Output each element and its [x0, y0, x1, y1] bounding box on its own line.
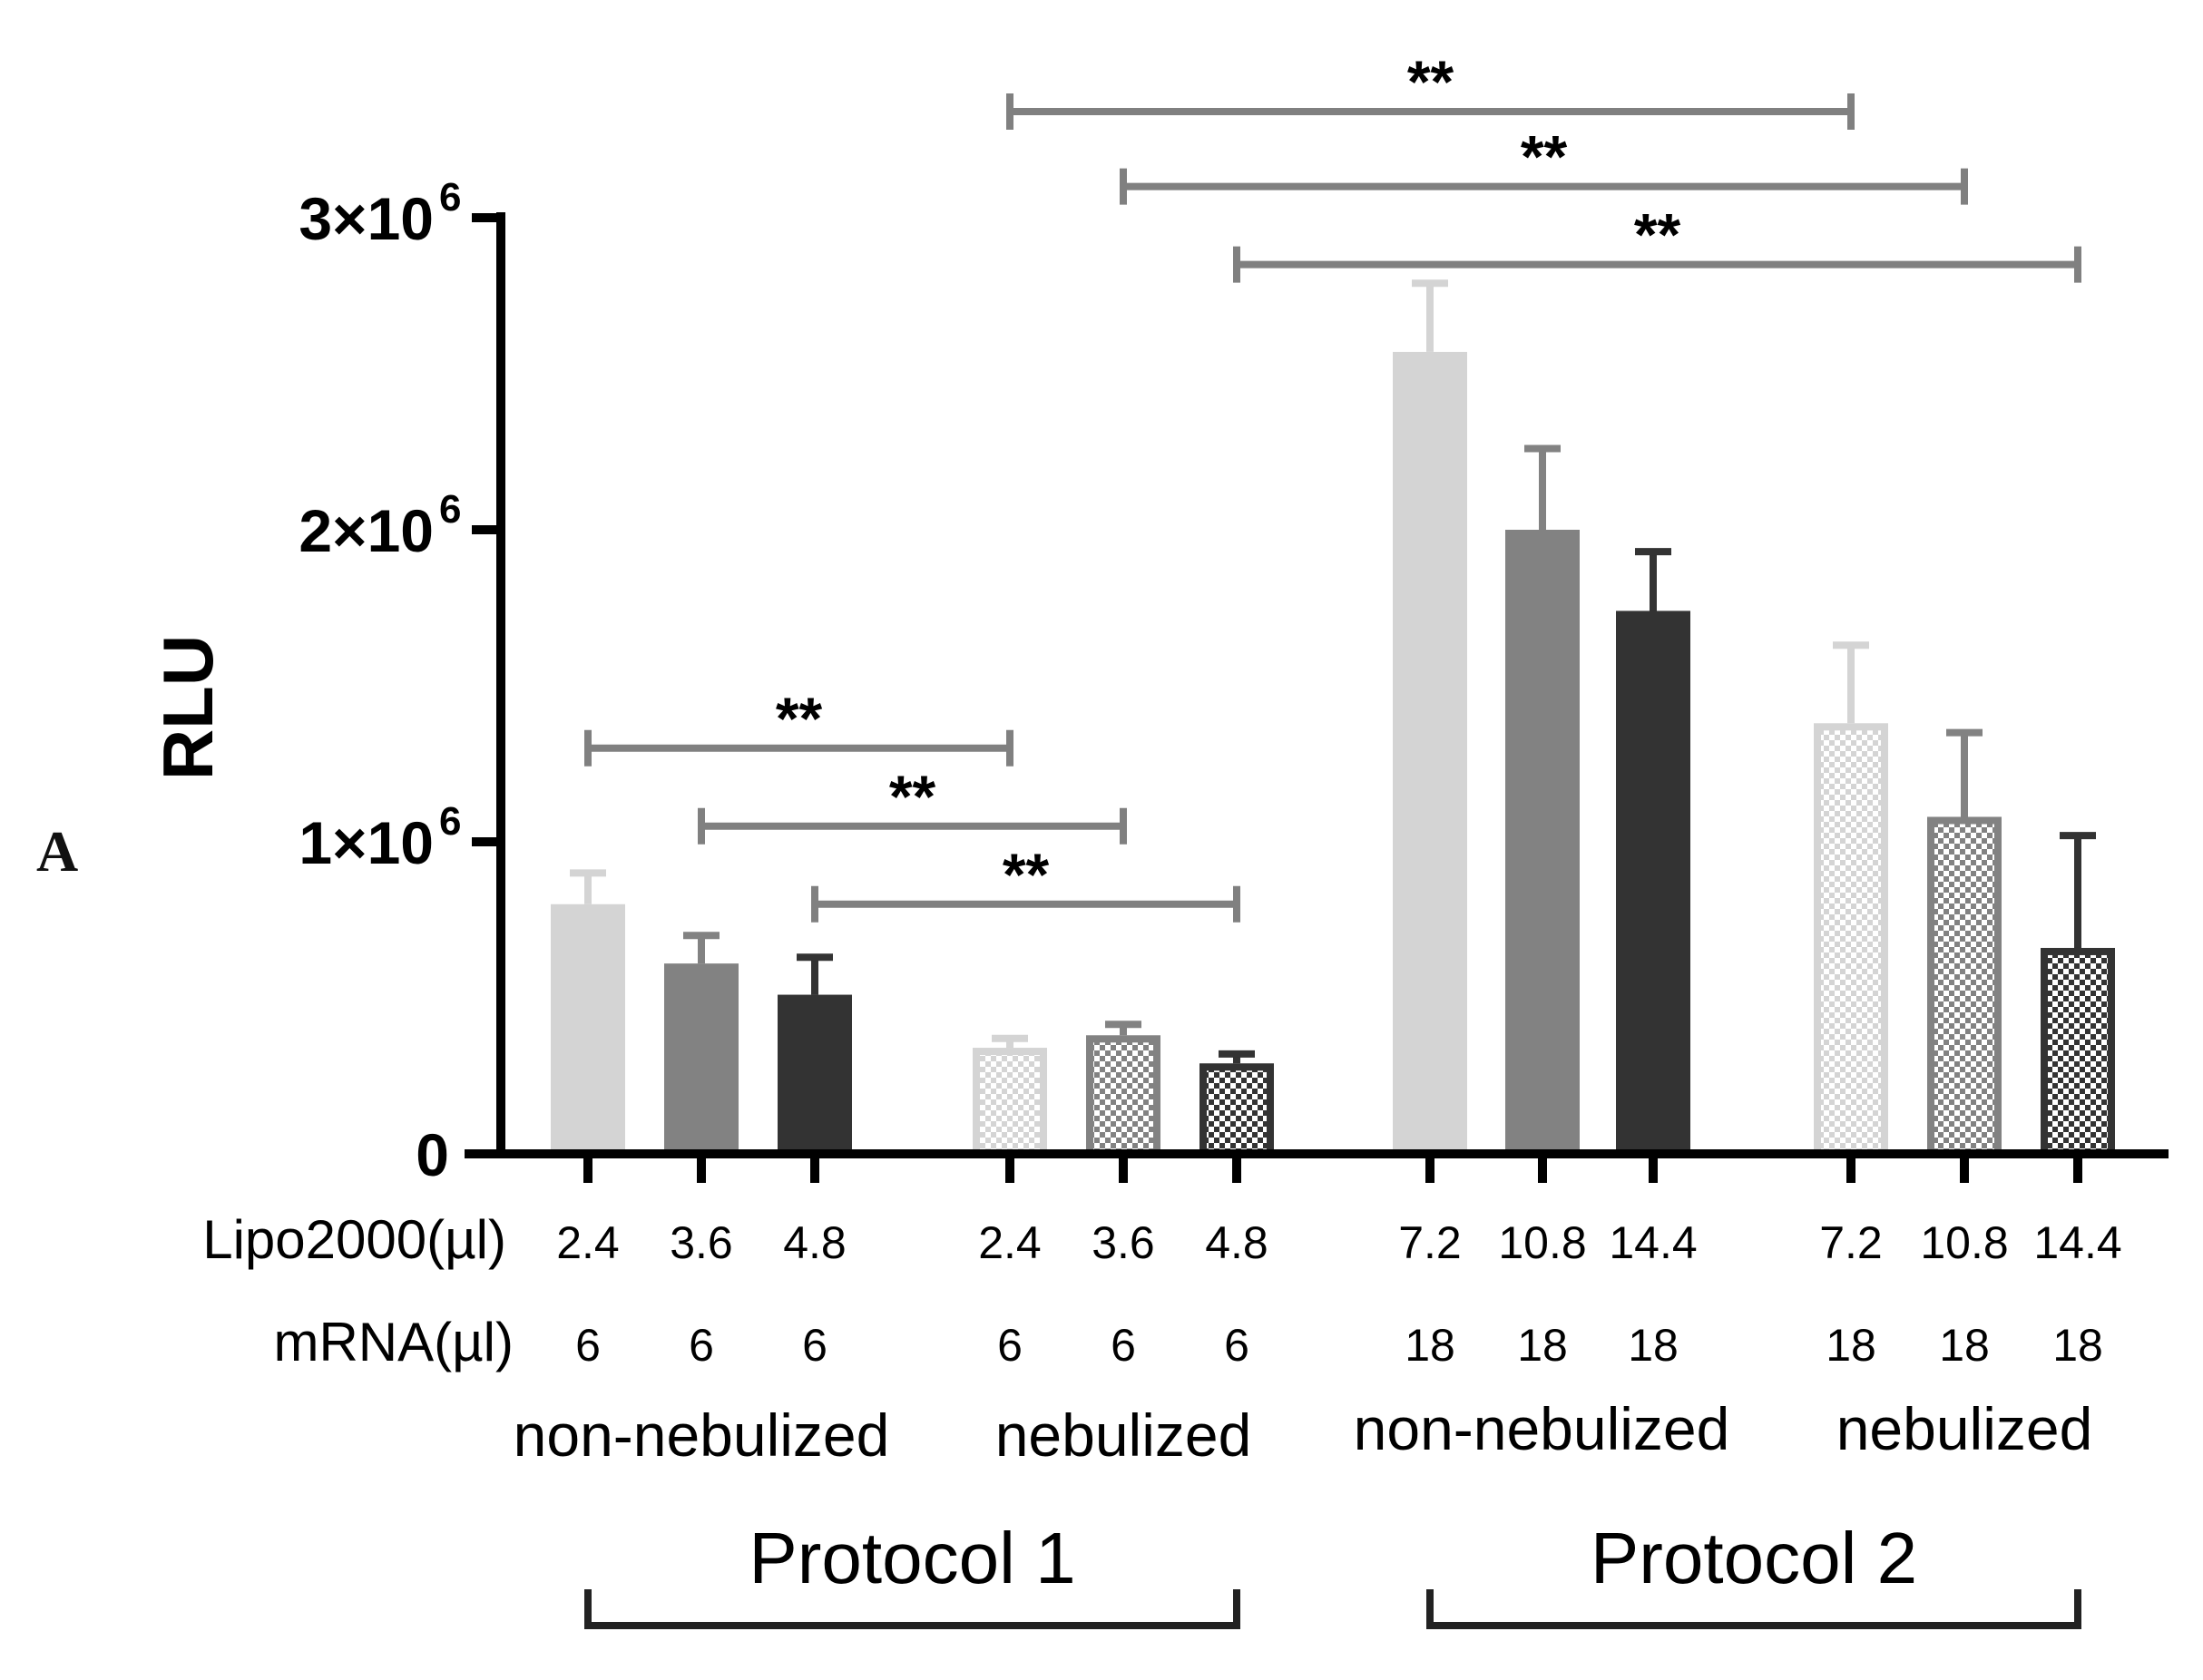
x-tick-label-lipo: 2.4: [556, 1217, 620, 1268]
plot-area: 2.4 6 3.6 6 4.8 6 non-nebulized 2.4 6 3.6 6 4.8 6 neb…: [299, 48, 2169, 1629]
panel-label: A: [36, 819, 78, 884]
group-condition-label: non-nebulized: [514, 1402, 890, 1469]
x-tick-label-lipo: 4.8: [783, 1217, 847, 1268]
x-tick-label-lipo: 10.8: [1920, 1217, 2008, 1268]
bar: [1616, 610, 1690, 1154]
x-tick-label-lipo: 3.6: [1092, 1217, 1155, 1268]
bar: [2041, 947, 2115, 1157]
x-tick-label-mrna: 18: [1628, 1320, 1679, 1371]
significance-label: **: [776, 685, 823, 752]
y-tick-exponent: 6: [439, 487, 461, 532]
y-tick-exponent: 6: [439, 175, 461, 220]
significance-label: **: [1634, 201, 1681, 269]
x-tick-label-lipo: 7.2: [1398, 1217, 1462, 1268]
group-condition-label: nebulized: [1836, 1395, 2093, 1462]
bar: [1393, 351, 1467, 1154]
y-tick-exponent: 6: [439, 799, 461, 844]
row-label-lipo: Lipo2000(µl): [202, 1209, 506, 1270]
bar: [778, 994, 852, 1154]
group-condition-label: nebulized: [995, 1402, 1252, 1469]
bar: [1505, 530, 1580, 1154]
x-tick-label-mrna: 6: [689, 1320, 714, 1371]
bar: [1199, 1063, 1274, 1157]
x-tick-label-lipo: 10.8: [1498, 1217, 1586, 1268]
bar: [551, 903, 625, 1154]
x-tick-label-lipo: 7.2: [1819, 1217, 1883, 1268]
x-tick-label-mrna: 18: [1939, 1320, 1990, 1371]
x-tick-label-mrna: 6: [575, 1320, 601, 1371]
bar: [1086, 1035, 1160, 1158]
significance-label: **: [1407, 48, 1454, 115]
x-tick-label-lipo: 3.6: [670, 1217, 733, 1268]
protocol-label: Protocol 1: [749, 1518, 1075, 1598]
x-tick-label-mrna: 18: [1405, 1320, 1455, 1371]
x-tick-label-mrna: 18: [1826, 1320, 1876, 1371]
x-tick-label-mrna: 6: [1224, 1320, 1249, 1371]
bar: [664, 963, 739, 1154]
x-tick-label-mrna: 18: [2052, 1320, 2103, 1371]
x-tick-label-lipo: 2.4: [978, 1217, 1042, 1268]
significance-label: **: [889, 763, 936, 830]
y-tick-label: 0: [416, 1121, 449, 1188]
group-condition-label: non-nebulized: [1354, 1395, 1730, 1462]
bar: [1927, 816, 2002, 1157]
x-tick-label-mrna: 6: [1111, 1320, 1136, 1371]
row-label-mrna: mRNA(µl): [273, 1312, 514, 1372]
x-tick-label-lipo: 14.4: [1609, 1217, 1697, 1268]
x-tick-label-mrna: 6: [802, 1320, 827, 1371]
x-tick-label-mrna: 6: [997, 1320, 1023, 1371]
protocol-label: Protocol 2: [1591, 1518, 1917, 1598]
bar: [973, 1048, 1047, 1158]
x-tick-label-mrna: 18: [1517, 1320, 1568, 1371]
y-tick-label: 2×10: [299, 497, 434, 564]
significance-label: **: [1521, 123, 1568, 190]
y-axis-label: RLU: [148, 635, 228, 780]
significance-label: **: [1003, 841, 1050, 908]
protocol-bracket: [1426, 1589, 2081, 1629]
bar: [1814, 723, 1888, 1158]
y-tick-label: 3×10: [299, 185, 434, 252]
y-tick-label: 1×10: [299, 809, 434, 876]
x-tick-label-lipo: 4.8: [1205, 1217, 1268, 1268]
x-tick-label-lipo: 14.4: [2033, 1217, 2121, 1268]
protocol-bracket: [584, 1589, 1240, 1629]
